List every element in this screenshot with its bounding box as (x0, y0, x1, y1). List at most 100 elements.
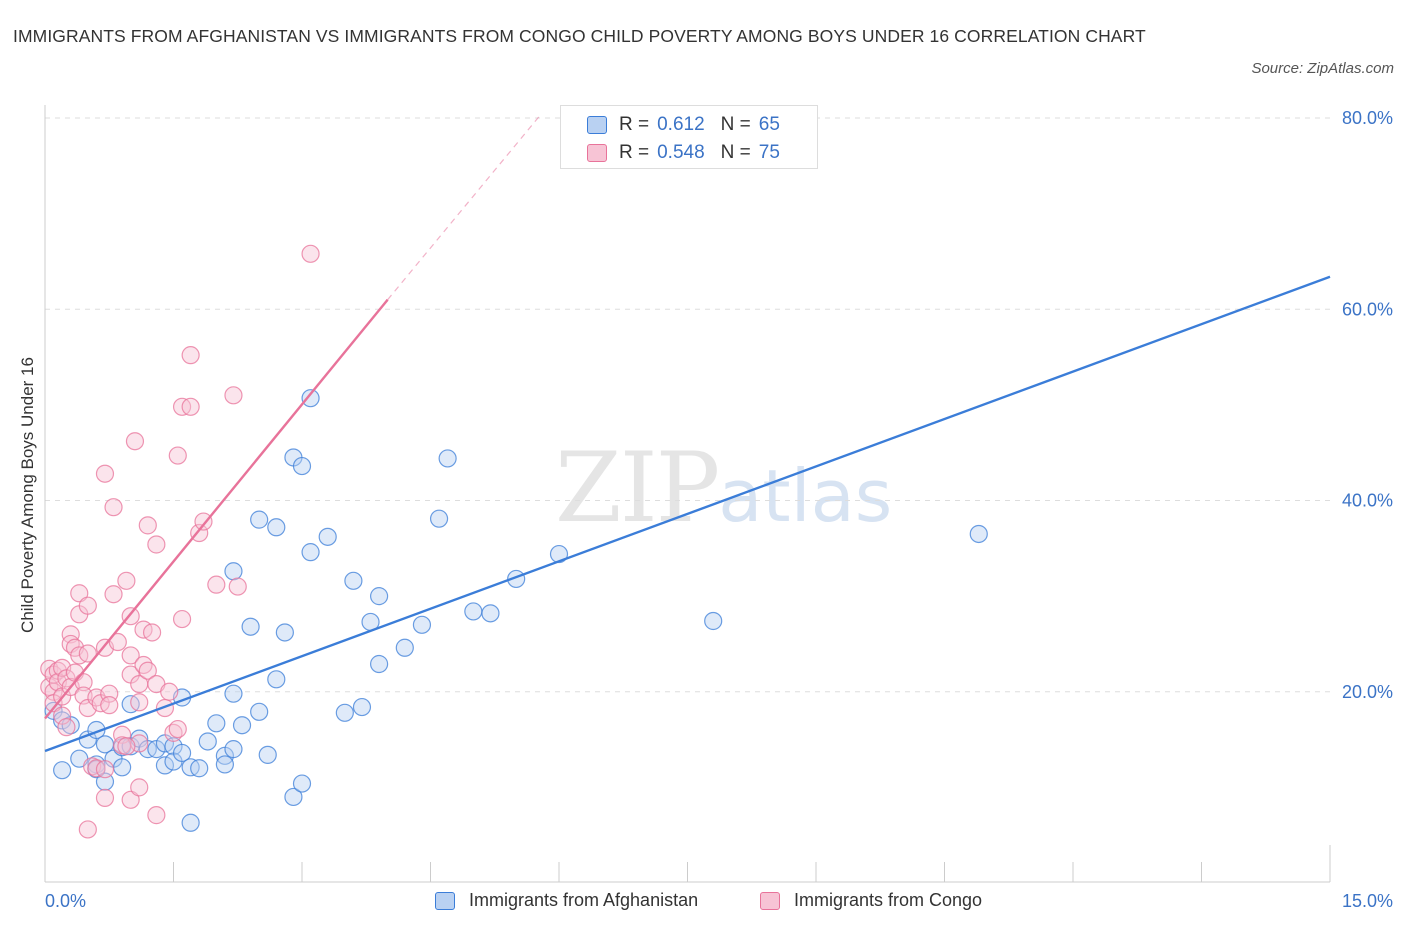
congo-point (78, 596, 97, 615)
legend-r-label: R = (619, 142, 650, 163)
congo-point (121, 646, 140, 665)
congo-point (95, 788, 115, 807)
afghanistan-point (335, 703, 354, 722)
congo-point (194, 512, 213, 531)
afghanistan-point (284, 787, 303, 807)
afghanistan-point (224, 562, 243, 581)
y-tick-label: 20.0% (1342, 682, 1393, 702)
congo-point (172, 609, 192, 629)
bottom-legend-afghanistan: Immigrants from Afghanistan (435, 890, 698, 911)
congo-point (104, 585, 123, 604)
afghanistan-point (344, 571, 363, 590)
congo-point (168, 719, 187, 739)
watermark: ZIPatlas (555, 432, 892, 544)
y-tick-label: 40.0% (1342, 491, 1393, 511)
afghanistan-point (370, 587, 389, 606)
congo-point (160, 682, 179, 701)
source-label: Source: ZipAtlas.com (1251, 60, 1394, 77)
afghanistan-point (241, 617, 260, 636)
afghanistan-point (250, 702, 269, 721)
congo-trend-extension (387, 112, 543, 301)
y-tick-label: 60.0% (1342, 299, 1393, 319)
congo-point (181, 397, 200, 416)
legend-n-value: 75 (758, 142, 780, 163)
congo-point (138, 516, 157, 535)
congo-point (125, 432, 145, 451)
congo-point (57, 718, 76, 737)
y-tick-label: 80.0% (1342, 108, 1393, 128)
congo-point (53, 706, 72, 725)
chart-title: IMMIGRANTS FROM AFGHANISTAN VS IMMIGRANT… (13, 26, 1146, 46)
congo-point (142, 623, 162, 642)
congo-point (190, 523, 209, 543)
congo-point (301, 244, 320, 263)
afghanistan-point (181, 813, 200, 832)
legend-r-label: R = (619, 114, 650, 135)
afghanistan-point (969, 524, 988, 544)
afghanistan-point (370, 654, 389, 674)
congo-point (117, 571, 136, 590)
congo-point (95, 464, 115, 483)
x-tick-label: 15.0% (1342, 891, 1393, 911)
afghanistan-point (232, 716, 252, 735)
afghanistan-point (301, 389, 320, 408)
congo-point (104, 498, 123, 517)
afghanistan-point (224, 684, 243, 703)
afghanistan-point (412, 615, 432, 634)
afghanistan-point (301, 543, 320, 562)
x-tick-label: 0.0% (45, 891, 86, 911)
congo-point (95, 760, 115, 779)
afghanistan-point (258, 745, 277, 764)
afghanistan-point (464, 602, 483, 621)
afghanistan-point (112, 758, 132, 777)
congo-point (181, 346, 200, 365)
bottom-legend-label-afghanistan: Immigrants from Afghanistan (469, 890, 699, 910)
congo-point (108, 632, 127, 652)
bottom-legend-congo: Immigrants from Congo (760, 890, 982, 911)
afghanistan-point (198, 732, 217, 751)
afghanistan-point (95, 772, 115, 791)
congo-point (207, 575, 226, 594)
afghanistan-point (292, 456, 312, 476)
afghanistan-point (318, 527, 337, 546)
afghanistan-point (352, 697, 372, 717)
bottom-legend-swatch-afghanistan (435, 891, 455, 910)
congo-point (168, 446, 187, 465)
congo-point (228, 577, 247, 596)
legend-row-afghanistan: R = 0.612 N = 65 (587, 113, 780, 137)
legend-swatch-afghanistan (587, 116, 607, 134)
correlation-legend: R = 0.612 N = 65 R = 0.548 N = 75 (560, 105, 818, 169)
congo-point (61, 625, 80, 644)
congo-point (78, 820, 97, 839)
congo-point (147, 535, 166, 554)
congo-point (70, 584, 89, 603)
congo-trend-line (44, 298, 389, 720)
afghanistan-point (207, 714, 226, 733)
afghanistan-point (704, 611, 723, 631)
congo-point (78, 644, 97, 663)
afghanistan-point (267, 518, 286, 537)
afghanistan-point (53, 761, 72, 780)
afghanistan-point (292, 774, 312, 793)
congo-point (224, 386, 243, 405)
legend-r-value: 0.548 (657, 142, 705, 163)
afghanistan-point (267, 670, 286, 689)
afghanistan-point (155, 756, 175, 775)
legend-n-label: N = (720, 142, 751, 163)
congo-point (130, 693, 149, 712)
congo-point (147, 806, 166, 825)
afghanistan-point (275, 623, 294, 642)
legend-n-label: N = (720, 114, 751, 135)
legend-r-value: 0.612 (657, 114, 705, 135)
bottom-legend-label-congo: Immigrants from Congo (794, 890, 983, 910)
legend-swatch-congo (587, 144, 607, 162)
afghanistan-point (250, 510, 269, 529)
congo-point (138, 661, 157, 680)
legend-n-value: 65 (758, 114, 780, 135)
afghanistan-point (215, 755, 234, 774)
watermark-zip: ZIP (555, 432, 720, 544)
afghanistan-point (395, 638, 414, 657)
legend-row-congo: R = 0.548 N = 75 (587, 141, 780, 165)
congo-point (117, 737, 136, 756)
afghanistan-point (172, 743, 192, 763)
